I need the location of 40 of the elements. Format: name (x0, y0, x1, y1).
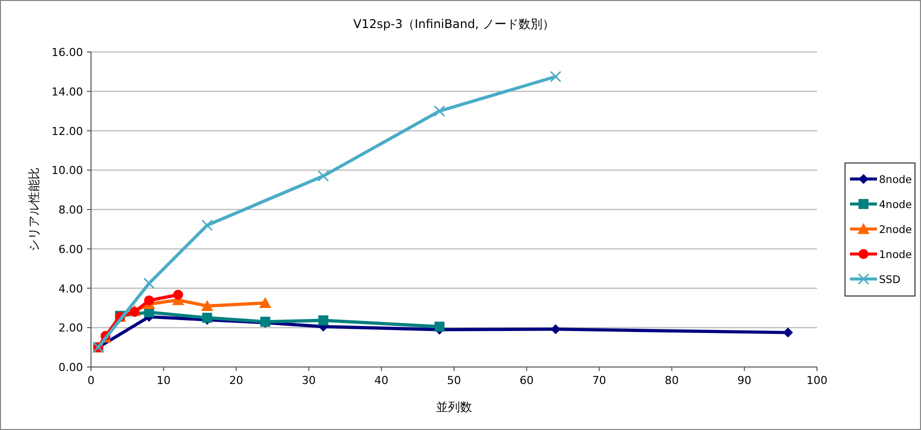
x-tick-label: 30 (302, 374, 316, 387)
point (318, 315, 328, 326)
point (201, 300, 214, 311)
x-axis-title: 並列数 (436, 400, 472, 414)
chart-title: V12sp-3（InfiniBand, ノード数別） (353, 17, 555, 31)
point (550, 70, 562, 82)
point (201, 220, 213, 231)
y-tick-label: 4.00 (58, 282, 83, 296)
legend-label: 1node (879, 249, 912, 261)
legend-label: 2node (879, 224, 912, 236)
x-tick-label: 70 (592, 374, 606, 387)
legend-label: 4node (879, 199, 912, 211)
y-axis-title: シリアル性能比 (27, 168, 41, 252)
point (259, 297, 272, 308)
x-tick-label: 80 (664, 374, 679, 387)
point (434, 322, 444, 332)
y-tick-label: 12.00 (52, 124, 83, 138)
legend-label: 8node (879, 174, 912, 186)
x-tick-label: 10 (156, 374, 171, 387)
point (550, 324, 561, 334)
x-tick-label: 20 (229, 374, 244, 387)
y-tick-label: 8.00 (58, 204, 83, 216)
point (434, 105, 446, 117)
x-tick-label: 40 (374, 374, 388, 387)
x-tick-label: 100 (806, 374, 828, 387)
x-tick-label: 60 (520, 374, 534, 387)
y-tick-label: 16.00 (52, 46, 83, 59)
legend-label: SSD (879, 274, 900, 286)
point (144, 295, 154, 306)
x-tick-label: 50 (447, 374, 461, 387)
y-tick-label: 2.00 (58, 322, 83, 335)
point (173, 290, 184, 300)
x-tick-label: 0 (88, 374, 94, 387)
point (143, 278, 155, 290)
x-tick-label: 90 (737, 374, 752, 387)
y-tick-label: 10.00 (52, 164, 83, 178)
y-tick-label: 14.00 (52, 85, 83, 98)
point (318, 170, 330, 182)
y-tick-label: 0.00 (58, 361, 83, 374)
y-tick-label: 6.00 (58, 242, 83, 256)
